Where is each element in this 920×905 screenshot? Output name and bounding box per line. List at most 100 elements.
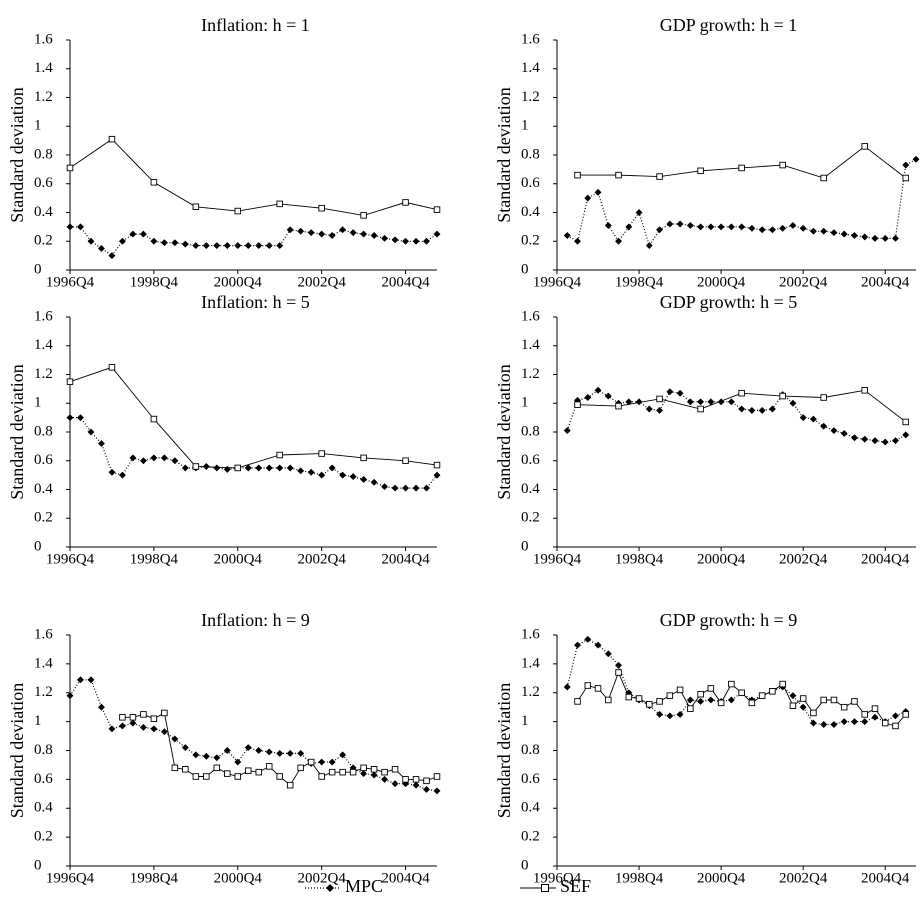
x-tick-label: 2000Q4 bbox=[214, 274, 263, 290]
y-axis-label: Standard deviation bbox=[7, 683, 27, 818]
point bbox=[118, 471, 126, 479]
point bbox=[594, 685, 602, 692]
point bbox=[573, 237, 582, 245]
point bbox=[129, 719, 137, 727]
point bbox=[181, 240, 189, 248]
point bbox=[255, 242, 263, 250]
point bbox=[412, 237, 420, 245]
point bbox=[307, 468, 315, 476]
point bbox=[789, 692, 797, 700]
point bbox=[87, 237, 95, 245]
y-tick-label: 0.4 bbox=[34, 481, 53, 497]
point bbox=[738, 689, 745, 697]
x-tick-label: 2002Q4 bbox=[297, 870, 346, 886]
point bbox=[297, 467, 305, 475]
point bbox=[840, 703, 848, 711]
point bbox=[234, 758, 242, 766]
point bbox=[66, 164, 74, 172]
x-tick-label: 1996Q4 bbox=[533, 551, 582, 567]
series-line bbox=[577, 145, 906, 179]
point bbox=[360, 454, 367, 462]
y-tick-label: 1 bbox=[34, 118, 42, 134]
point bbox=[381, 775, 389, 783]
point bbox=[902, 431, 910, 439]
x-tick-label: 2000Q4 bbox=[214, 551, 263, 567]
point bbox=[223, 746, 231, 755]
point bbox=[307, 229, 315, 237]
point bbox=[727, 398, 735, 406]
point bbox=[573, 641, 582, 649]
point bbox=[139, 230, 147, 238]
point bbox=[339, 471, 347, 479]
point bbox=[686, 398, 694, 406]
point bbox=[140, 711, 147, 718]
point bbox=[108, 252, 116, 260]
point bbox=[789, 702, 797, 709]
point bbox=[276, 451, 283, 459]
x-tick-label: 2000Q4 bbox=[214, 870, 263, 886]
point bbox=[645, 242, 653, 250]
point bbox=[108, 135, 116, 143]
legend-marker bbox=[326, 884, 334, 892]
point bbox=[171, 239, 179, 247]
point bbox=[433, 461, 441, 469]
point bbox=[161, 709, 168, 717]
point bbox=[87, 676, 95, 684]
point bbox=[727, 223, 735, 231]
y-tick-label: 1 bbox=[521, 118, 529, 134]
y-tick-label: 0.4 bbox=[521, 481, 540, 497]
legend-label: MPC bbox=[345, 876, 383, 896]
point bbox=[584, 682, 592, 689]
point bbox=[604, 221, 612, 229]
point bbox=[891, 234, 900, 242]
y-tick-label: 1.2 bbox=[34, 684, 53, 700]
point bbox=[820, 227, 828, 235]
x-tick-label: 2004Q4 bbox=[381, 274, 430, 290]
point bbox=[727, 696, 735, 704]
point bbox=[707, 223, 715, 231]
point bbox=[604, 392, 612, 400]
point bbox=[276, 464, 284, 472]
point bbox=[244, 464, 252, 472]
point bbox=[840, 429, 848, 437]
point bbox=[402, 776, 409, 783]
point bbox=[697, 697, 705, 705]
point bbox=[401, 780, 410, 788]
point bbox=[656, 698, 663, 705]
point bbox=[666, 692, 674, 699]
y-tick-label: 0.2 bbox=[34, 233, 53, 249]
y-tick-label: 1.6 bbox=[521, 308, 540, 324]
point bbox=[820, 174, 827, 182]
point bbox=[625, 223, 633, 231]
point bbox=[276, 773, 283, 780]
y-tick-label: 1.4 bbox=[521, 655, 540, 671]
point bbox=[686, 221, 694, 229]
point bbox=[717, 699, 725, 707]
point bbox=[563, 231, 571, 240]
point bbox=[891, 437, 900, 445]
point bbox=[97, 703, 106, 711]
x-tick-label: 2002Q4 bbox=[779, 274, 828, 290]
point bbox=[861, 387, 868, 394]
point bbox=[594, 386, 602, 394]
point bbox=[276, 242, 284, 250]
point bbox=[871, 705, 879, 712]
x-tick-label: 2002Q4 bbox=[297, 551, 346, 567]
y-tick-label: 1.2 bbox=[521, 366, 540, 382]
point bbox=[738, 405, 746, 413]
y-tick-label: 1.6 bbox=[34, 308, 53, 324]
point bbox=[360, 770, 368, 778]
y-tick-label: 0.8 bbox=[34, 146, 53, 162]
point bbox=[234, 207, 242, 215]
point bbox=[171, 764, 179, 772]
point bbox=[902, 161, 910, 169]
chart-title: GDP growth: h = 5 bbox=[660, 292, 798, 312]
point bbox=[748, 224, 756, 232]
point bbox=[635, 208, 643, 217]
point bbox=[381, 234, 389, 242]
point bbox=[902, 711, 909, 718]
point bbox=[328, 758, 336, 766]
point bbox=[799, 414, 807, 422]
point bbox=[318, 230, 326, 238]
y-tick-label: 1.6 bbox=[521, 31, 540, 47]
